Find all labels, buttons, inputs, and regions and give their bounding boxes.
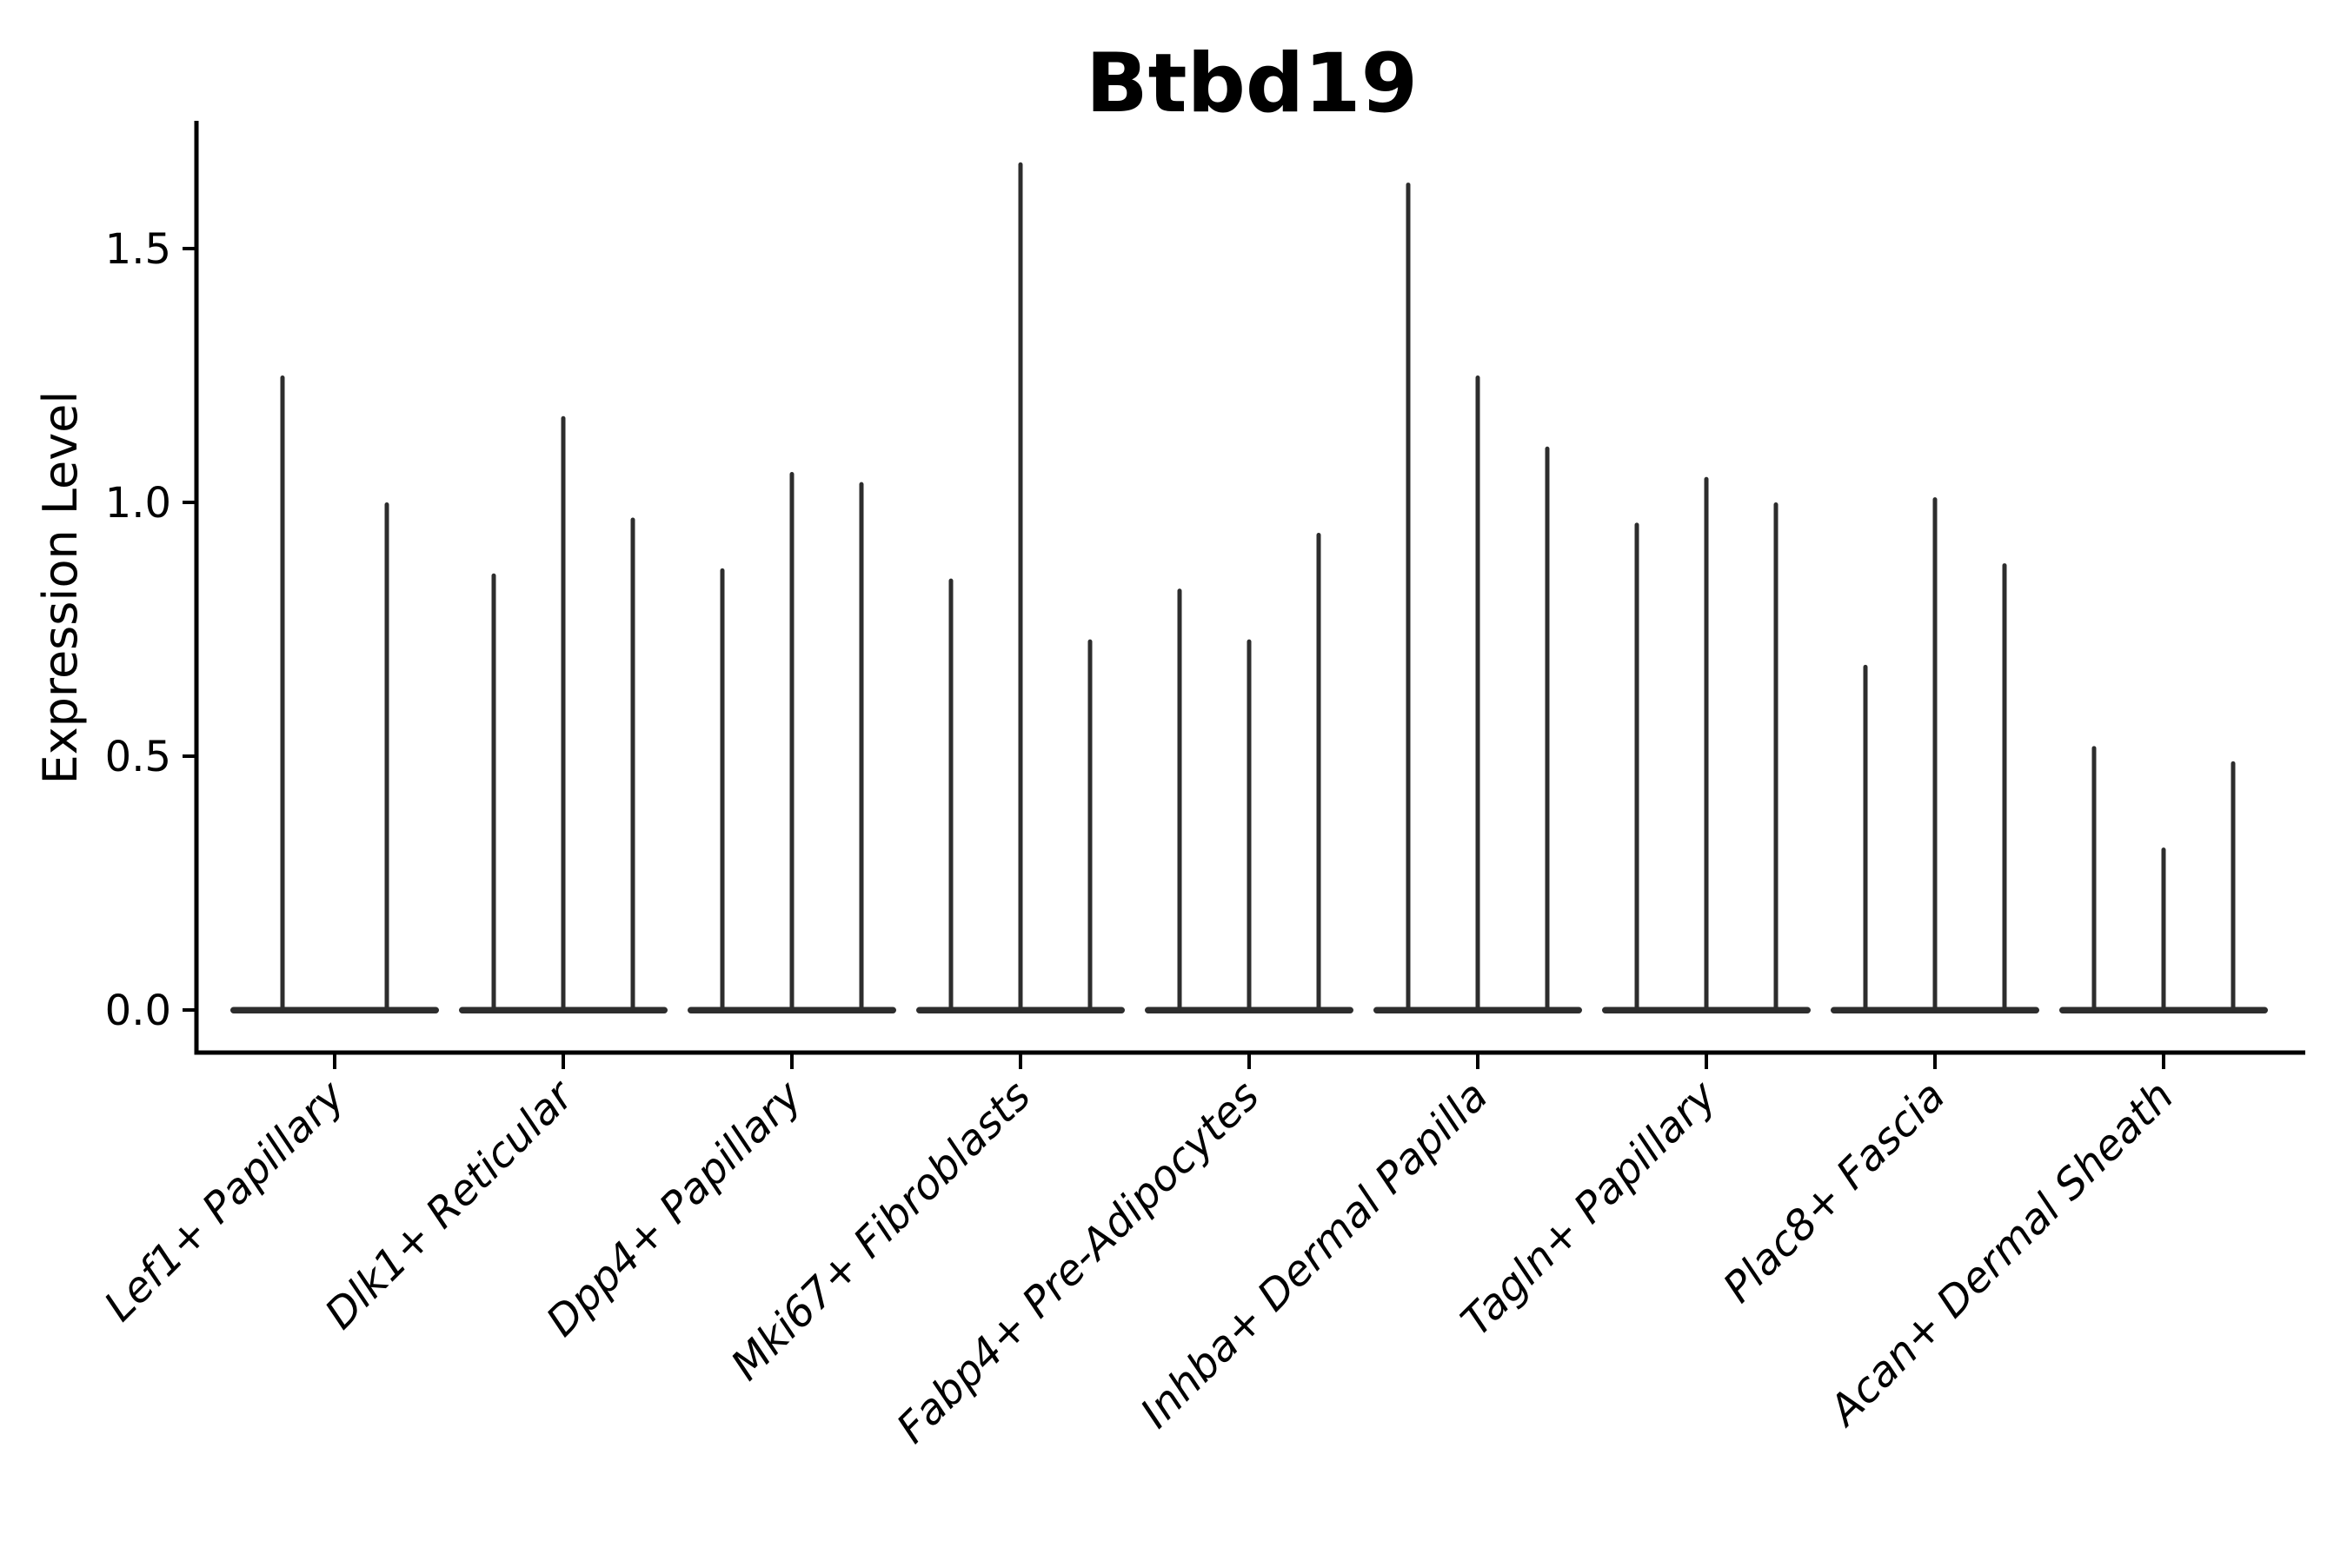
violin-stem [1247, 639, 1252, 1012]
violin-stem [789, 471, 795, 1012]
violin-stem [1087, 639, 1093, 1012]
violin-stem [1018, 162, 1023, 1013]
x-tick-label: Plac8+ Fascia [1714, 1072, 1955, 1312]
violin-stem [1704, 476, 1709, 1012]
violins-group [230, 162, 2268, 1013]
plot-title: Btbd19 [1086, 37, 1418, 131]
violin-base [230, 1007, 439, 1013]
violin-stem [630, 517, 635, 1012]
violin-stem [1863, 664, 1868, 1012]
violin-stem [1316, 533, 1321, 1012]
violin-stem [720, 568, 725, 1012]
violin-stem [1932, 497, 1938, 1012]
violin-stem [1475, 375, 1480, 1012]
x-tick-label: Fabp4+ Pre-Adipocytes [888, 1072, 1269, 1453]
y-tick-label: 0.5 [105, 733, 171, 781]
violin-stem [1634, 522, 1639, 1012]
violin-stem [1545, 446, 1550, 1012]
y-tick-label: 1.5 [105, 225, 171, 274]
y-tick-label: 1.0 [105, 479, 171, 528]
violin-stem [491, 573, 496, 1012]
violin-stem [859, 482, 864, 1012]
violin-stem [948, 578, 954, 1012]
y-ticks-group: 0.0 0.5 1.0 1.5 [105, 225, 195, 1035]
violin-stem [384, 502, 389, 1012]
violin-stem [2091, 746, 2097, 1012]
violin-stem [2002, 563, 2007, 1012]
violin-stem [2231, 761, 2236, 1012]
x-tick-label: Dlk1+ Reticular [316, 1070, 585, 1339]
x-tick-label: Lef1+ Papillary [95, 1071, 355, 1331]
violin-stem [1406, 183, 1411, 1012]
x-tick-label: Tagln+ Papillary [1452, 1071, 1726, 1345]
y-tick-label: 0.0 [105, 987, 171, 1035]
y-axis-label: Expression Level [33, 391, 88, 785]
violin-stem [2161, 847, 2166, 1012]
violin-stem [1177, 588, 1182, 1012]
x-tick-label: Dpp4+ Papillary [537, 1071, 812, 1345]
violin-stem [280, 375, 285, 1012]
violin-stem [1773, 502, 1779, 1012]
violin-stem [561, 415, 566, 1013]
